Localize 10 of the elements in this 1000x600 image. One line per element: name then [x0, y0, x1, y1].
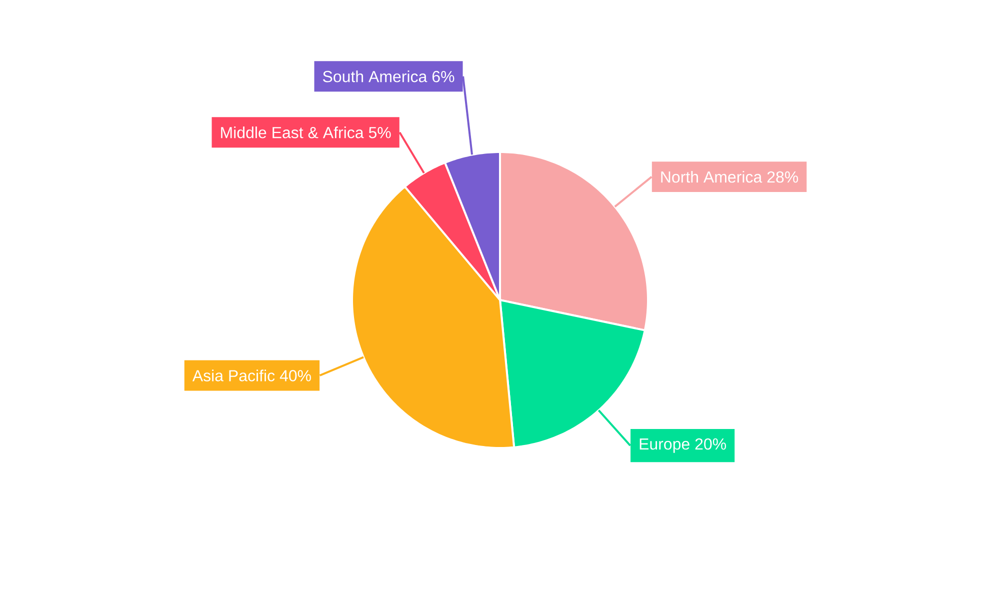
data-label: 5% [368, 126, 391, 138]
slice-label: Asia Pacific [192, 370, 275, 382]
slice-label: South America [322, 70, 428, 82]
data-label: 40% [280, 370, 311, 382]
data-label: 20% [695, 438, 726, 450]
data-label: 28% [767, 171, 798, 183]
slice-label: Middle East & Africa [221, 126, 364, 138]
data-label: 6% [432, 70, 454, 82]
slice-label: North America [661, 170, 762, 183]
slice-label: Europe [640, 438, 690, 453]
